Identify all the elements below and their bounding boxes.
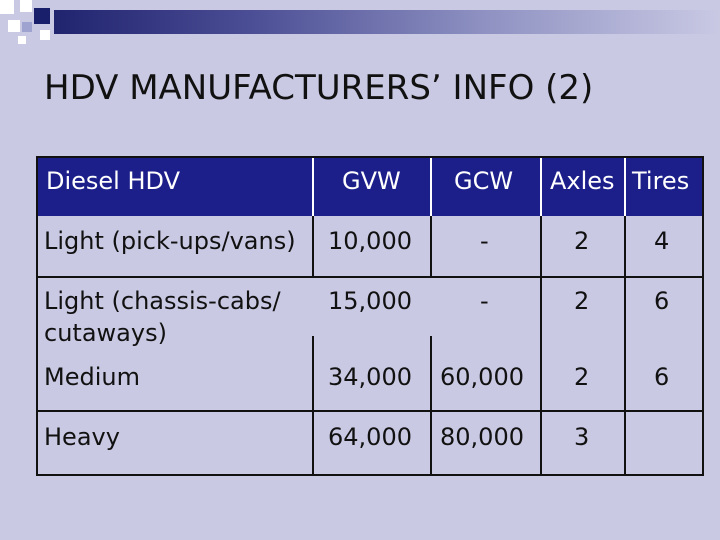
row-medium-gcw: 60,000 [440,363,524,391]
row-heavy-label: Heavy [44,423,120,451]
header-divider [624,158,626,216]
slide-title: HDV MANUFACTURERS’ INFO (2) [44,68,594,108]
decor-square [34,8,50,24]
row-heavy-gvw: 64,000 [328,423,412,451]
row-medium-gvw: 34,000 [328,363,412,391]
header-tires: Tires [632,167,690,195]
row-light-chassis-label: Light (chassis-cabs/ [44,287,281,315]
column-divider [312,336,314,474]
header-divider [312,158,314,216]
column-divider [624,216,626,474]
row-light-pickups-tires: 4 [654,227,670,255]
row-heavy-axles: 3 [574,423,590,451]
decor-square [8,20,20,32]
row-light-chassis-label-cont: cutaways) [44,319,167,347]
hdv-table: Diesel HDV GVW GCW Axles Tires Light (pi… [36,156,704,476]
row-light-chassis-axles: 2 [574,287,590,315]
header-axles: Axles [550,167,615,195]
decor-square [0,0,14,14]
header-gcw: GCW [454,167,514,195]
row-light-chassis-tires: 6 [654,287,670,315]
header-diesel-hdv: Diesel HDV [46,167,181,195]
table-header-row [38,158,702,216]
row-medium-tires: 6 [654,363,670,391]
row-light-pickups-gvw: 10,000 [328,227,412,255]
row-light-chassis-gvw: 15,000 [328,287,412,315]
decor-square [22,22,32,32]
header-divider [540,158,542,216]
column-divider [430,216,432,276]
row-light-chassis-gcw: - [480,287,489,315]
row-medium-axles: 2 [574,363,590,391]
row-divider [38,276,702,278]
column-divider [540,216,542,474]
header-gvw: GVW [342,167,401,195]
row-light-pickups-gcw: - [480,227,489,255]
decor-square [18,36,26,44]
header-divider [430,158,432,216]
row-divider [38,410,702,412]
row-light-pickups-axles: 2 [574,227,590,255]
decor-square [40,30,50,40]
decor-square [20,0,32,12]
row-heavy-gcw: 80,000 [440,423,524,451]
row-medium-label: Medium [44,363,140,391]
column-divider [430,336,432,474]
row-light-pickups-label: Light (pick-ups/vans) [44,227,296,255]
header-gradient-bar [54,10,720,34]
column-divider [312,216,314,276]
